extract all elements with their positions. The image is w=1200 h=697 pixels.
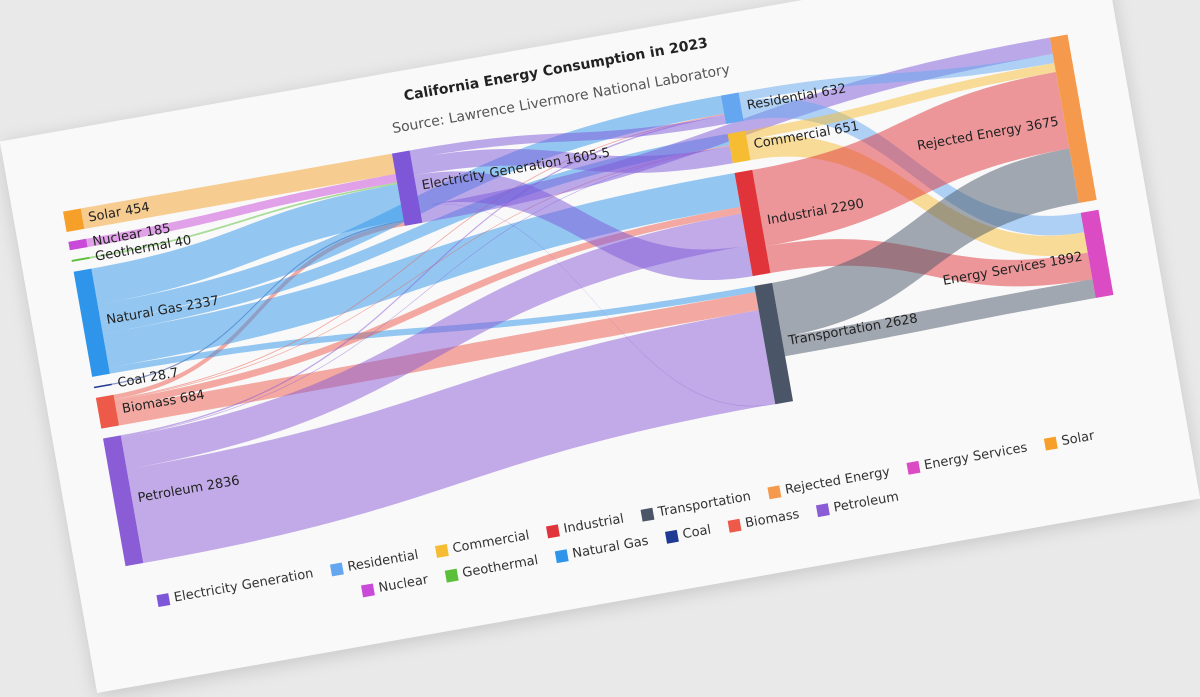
node — [63, 208, 85, 233]
legend-label: Transportation — [656, 489, 752, 520]
link — [120, 145, 730, 438]
link — [772, 148, 1079, 338]
legend-swatch — [727, 518, 742, 533]
legend-swatch — [906, 460, 921, 475]
link — [100, 133, 730, 334]
legend-swatch — [546, 524, 560, 539]
node-value: 454 — [124, 200, 151, 219]
node-label: Coal28.7 — [116, 365, 179, 390]
node-name: Solar — [87, 204, 123, 225]
legend-item: Solar — [1043, 428, 1096, 451]
link — [114, 206, 742, 408]
link — [86, 174, 398, 248]
link — [80, 153, 396, 229]
legend-item: Residential — [329, 548, 420, 577]
legend-swatch — [156, 593, 171, 608]
node-value: 2337 — [185, 293, 220, 314]
link — [738, 53, 1055, 102]
legend-swatch — [767, 485, 782, 500]
link — [409, 115, 726, 159]
legend-item: Petroleum — [815, 489, 900, 518]
legend-item: Energy Services — [906, 440, 1029, 475]
node — [734, 169, 771, 277]
link — [126, 310, 776, 564]
legend-item: Electricity Generation — [156, 566, 315, 608]
node-value: 2628 — [884, 311, 919, 332]
legend-item: Coal — [664, 523, 712, 544]
link — [121, 213, 748, 470]
legend-swatch — [444, 568, 459, 583]
link — [781, 279, 1096, 357]
legend-item: Nuclear — [361, 572, 430, 598]
legend-label: Solar — [1060, 428, 1096, 449]
legend-label: Electricity Generation — [173, 566, 315, 605]
node-value: 2290 — [830, 196, 865, 217]
node-value: 632 — [820, 81, 847, 100]
node-label: Solar454 — [87, 200, 151, 226]
link — [115, 292, 759, 426]
link — [89, 182, 398, 259]
legend-label: Coal — [681, 523, 712, 543]
legend-item: Natural Gas — [554, 534, 650, 564]
legend-swatch — [329, 562, 344, 577]
node-value: 40 — [174, 233, 193, 251]
node — [73, 268, 110, 377]
legend-label: Natural Gas — [571, 534, 650, 562]
legend-item: Commercial — [434, 528, 531, 558]
legend-swatch — [640, 507, 655, 522]
legend-swatch — [1043, 436, 1058, 451]
node — [754, 282, 794, 405]
legend-swatch — [434, 544, 449, 558]
node — [391, 150, 423, 226]
legend-label: Geothermal — [461, 553, 539, 581]
legend-label: Nuclear — [377, 572, 430, 596]
link — [114, 113, 725, 401]
node — [71, 256, 90, 262]
legend-swatch — [664, 529, 679, 544]
legend-label: Commercial — [451, 528, 530, 556]
node-value: 1892 — [1048, 249, 1083, 270]
node — [1049, 34, 1097, 203]
link — [419, 37, 1053, 223]
legend-item: Transportation — [640, 489, 752, 522]
legend-swatch — [361, 583, 375, 598]
legend-item: Biomass — [727, 507, 801, 533]
legend-label: Industrial — [562, 511, 625, 536]
link — [114, 145, 730, 401]
legend-label: Biomass — [744, 507, 801, 531]
node-name: Coal — [116, 371, 147, 391]
link — [419, 203, 776, 407]
legend-item: Industrial — [546, 511, 625, 539]
node-value: 2836 — [206, 473, 241, 494]
legend-label: Petroleum — [832, 489, 900, 515]
node — [1080, 209, 1114, 298]
legend-label: Energy Services — [923, 440, 1029, 473]
node-value: 684 — [179, 387, 206, 406]
legend-swatch — [815, 503, 830, 518]
node-value: 28.7 — [148, 365, 179, 385]
link — [91, 184, 404, 305]
node — [727, 130, 751, 164]
node — [93, 383, 112, 389]
node — [720, 92, 744, 125]
node — [103, 435, 144, 567]
node — [68, 238, 88, 251]
link — [745, 62, 1056, 140]
legend-label: Residential — [346, 548, 419, 575]
node-value: 185 — [145, 221, 172, 240]
node-value: 651 — [833, 118, 860, 137]
node-value: 3675 — [1025, 114, 1060, 135]
link — [752, 71, 1070, 247]
link — [411, 146, 733, 176]
node — [95, 394, 120, 429]
link — [120, 114, 725, 437]
legend-swatch — [554, 549, 569, 564]
legend-item: Geothermal — [444, 553, 539, 583]
